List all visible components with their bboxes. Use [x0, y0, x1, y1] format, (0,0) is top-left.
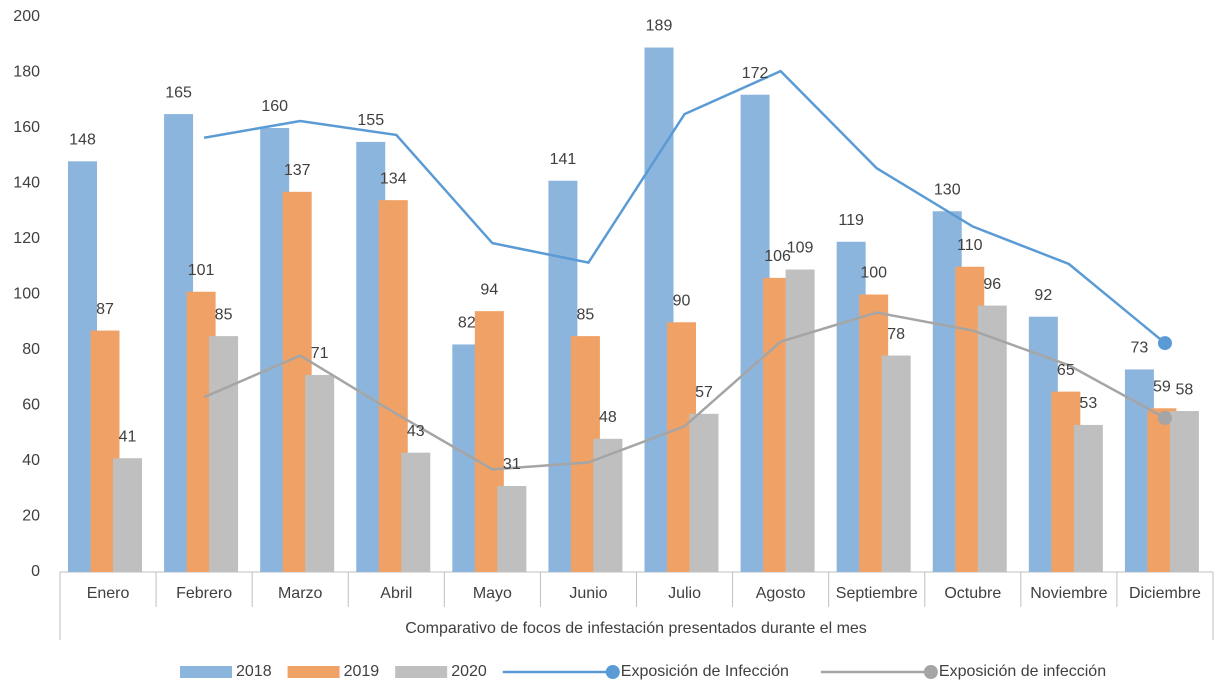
bar — [113, 458, 142, 572]
y-tick-label: 100 — [13, 286, 40, 303]
data-label: 101 — [188, 262, 215, 279]
x-axis-title: Comparativo de focos de infestación pres… — [405, 620, 867, 637]
x-tick-label: Agosto — [756, 585, 806, 602]
y-tick-label: 80 — [22, 341, 40, 358]
data-label: 85 — [215, 306, 233, 323]
data-label: 43 — [407, 423, 425, 440]
data-label: 165 — [165, 84, 192, 101]
data-label: 82 — [458, 315, 476, 332]
data-label: 53 — [1079, 395, 1097, 412]
bar — [209, 336, 239, 572]
bar — [1169, 411, 1199, 572]
y-tick-label: 180 — [13, 64, 40, 81]
legend-label: 2019 — [344, 663, 380, 680]
x-tick-label: Marzo — [278, 585, 323, 602]
x-tick-label: Julio — [668, 585, 701, 602]
data-label: 155 — [357, 112, 384, 129]
data-label: 78 — [887, 326, 905, 343]
bar — [593, 438, 623, 572]
x-tick-label: Octubre — [944, 585, 1001, 602]
x-tick-label: Diciembre — [1129, 585, 1201, 602]
bar — [977, 305, 1007, 572]
data-label: 57 — [695, 384, 713, 401]
data-label: 65 — [1057, 362, 1075, 379]
y-tick-label: 140 — [13, 175, 40, 192]
data-label: 73 — [1131, 340, 1149, 357]
y-tick-label: 200 — [13, 8, 40, 25]
data-label: 130 — [934, 181, 961, 198]
x-tick-label: Septiembre — [836, 585, 918, 602]
data-label: 134 — [380, 170, 407, 187]
x-tick-label: Junio — [569, 585, 607, 602]
trend-line — [203, 69, 1166, 345]
x-tick-label: Enero — [87, 585, 130, 602]
data-label: 31 — [503, 456, 521, 473]
data-label: 41 — [119, 428, 137, 445]
data-label: 148 — [69, 132, 96, 149]
trend-line — [203, 311, 1166, 471]
legend-label: 2020 — [451, 663, 487, 680]
line-marker — [1157, 336, 1172, 351]
y-tick-label: 20 — [22, 508, 40, 525]
x-tick-label: Abril — [380, 585, 412, 602]
legend-swatch — [287, 666, 340, 678]
data-label: 100 — [860, 265, 887, 282]
bar — [881, 355, 911, 572]
legend-marker — [923, 665, 938, 679]
legend-marker — [605, 665, 620, 679]
data-label: 71 — [311, 345, 329, 362]
data-label: 141 — [550, 151, 577, 168]
data-label: 58 — [1176, 381, 1194, 398]
data-label: 48 — [599, 409, 617, 426]
data-label: 137 — [284, 162, 311, 179]
data-label: 94 — [480, 281, 498, 298]
y-tick-label: 160 — [13, 119, 40, 136]
bar — [497, 485, 527, 572]
legend-label: Exposición de infección — [939, 663, 1106, 680]
data-label: 110 — [957, 237, 983, 254]
y-tick-label: 40 — [22, 452, 40, 469]
legend-label: 2018 — [236, 663, 272, 680]
data-label: 160 — [261, 98, 288, 115]
y-tick-label: 120 — [13, 230, 40, 247]
line-marker — [1157, 410, 1172, 425]
data-label: 90 — [673, 292, 691, 309]
legend-swatch — [180, 666, 232, 678]
data-label: 106 — [764, 248, 791, 265]
y-tick-label: 60 — [22, 397, 40, 414]
legend-label: Exposición de Infección — [621, 663, 789, 680]
bar — [401, 452, 431, 572]
bar — [785, 269, 815, 572]
data-label: 87 — [96, 301, 114, 318]
data-label: 189 — [646, 18, 673, 35]
data-label: 85 — [577, 306, 595, 323]
data-label: 172 — [742, 65, 769, 82]
x-tick-label: Mayo — [473, 585, 512, 602]
bar — [305, 374, 335, 572]
bar — [1073, 424, 1103, 572]
legend-swatch — [395, 666, 448, 678]
data-label: 119 — [838, 212, 864, 229]
data-label: 92 — [1034, 287, 1052, 304]
data-label: 109 — [787, 240, 814, 257]
x-tick-label: Febrero — [176, 585, 232, 602]
data-label: 59 — [1153, 378, 1171, 395]
x-tick-label: Noviembre — [1030, 585, 1107, 602]
data-label: 96 — [983, 276, 1001, 293]
y-tick-label: 0 — [31, 563, 40, 580]
bar — [689, 413, 719, 572]
